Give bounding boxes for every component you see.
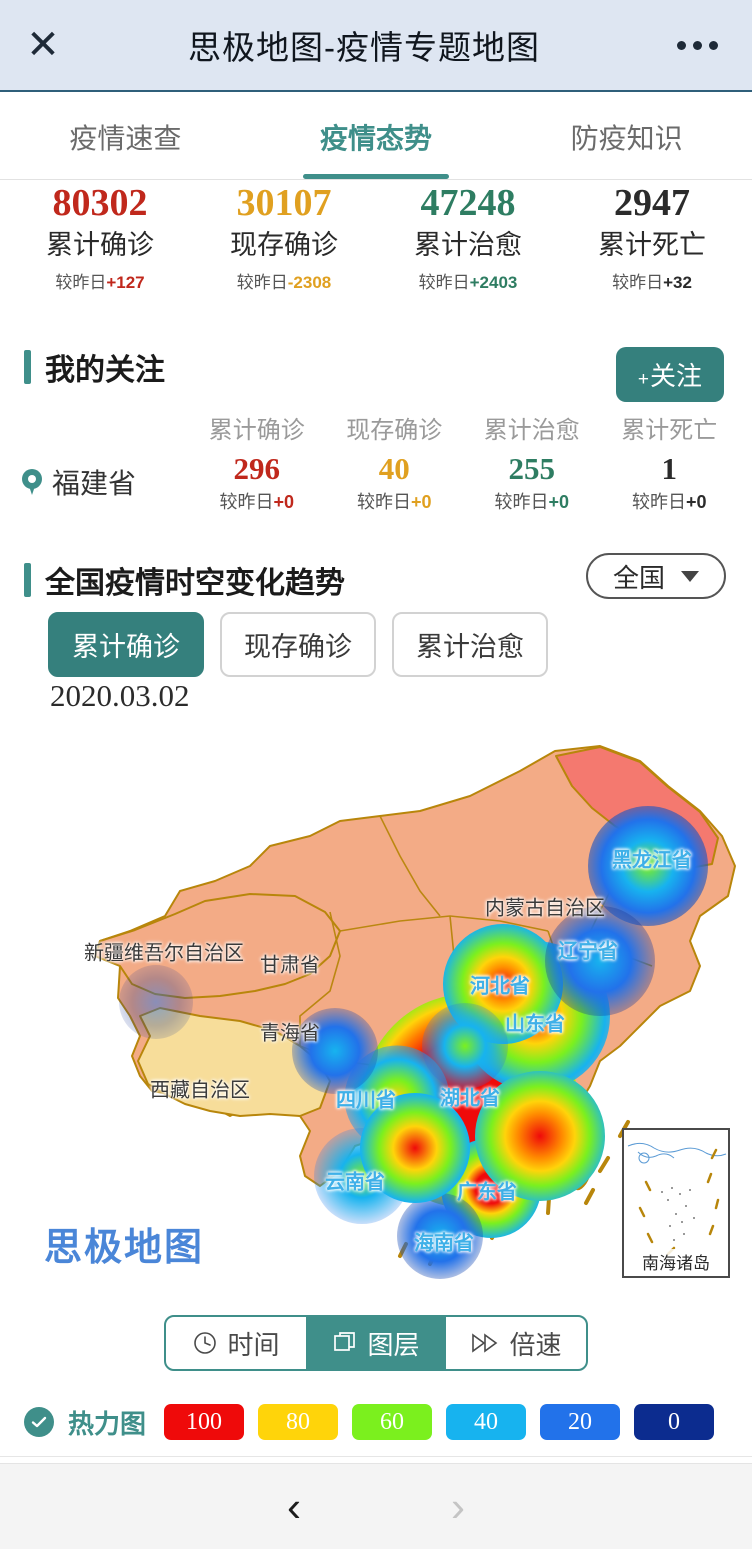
- section-accent-bar: [24, 563, 31, 597]
- column-header: 现存确诊: [346, 417, 443, 444]
- stat-value: 47248: [420, 182, 516, 224]
- add-follow-label: 关注: [649, 361, 702, 391]
- map-tool-speed[interactable]: 倍速: [446, 1317, 586, 1369]
- divider: [0, 1456, 752, 1457]
- heatmap-legend: 热力图 100 80 60 40 20 0: [24, 1400, 734, 1444]
- stat-label: 累计死亡: [598, 229, 706, 260]
- stat-delta: 较昨日+2403: [418, 272, 518, 292]
- tab-label: 疫情速查: [69, 122, 182, 154]
- chip-total-cured[interactable]: 累计治愈: [392, 612, 548, 677]
- chip-total-confirmed[interactable]: 累计确诊: [48, 612, 204, 677]
- watch-cell-current-confirmed: 40 较昨日+0: [326, 451, 464, 514]
- map-tool-layers[interactable]: 图层: [306, 1317, 446, 1369]
- stat-value: 80302: [52, 182, 148, 224]
- plus-icon: +: [637, 369, 649, 390]
- chip-current-confirmed[interactable]: 现存确诊: [220, 612, 376, 677]
- map-tool-time[interactable]: 时间: [166, 1317, 306, 1369]
- stat-current-confirmed: 30107 现存确诊 较昨日-2308: [192, 182, 376, 322]
- section-header-my-focus: 我的关注: [0, 340, 752, 394]
- titlebar: ✕ 思极地图-疫情专题地图: [0, 0, 752, 92]
- cell-value: 255: [508, 451, 556, 486]
- tab-bar: 疫情速查 疫情态势 防疫知识: [0, 94, 752, 180]
- stat-delta: 较昨日+127: [55, 272, 145, 292]
- tab-quick-check[interactable]: 疫情速查: [0, 94, 251, 179]
- stat-label: 累计治愈: [414, 229, 522, 260]
- chevron-down-icon: [681, 570, 699, 582]
- add-follow-button[interactable]: + 关注: [615, 347, 724, 402]
- check-circle-icon[interactable]: [24, 1407, 54, 1437]
- stat-total-confirmed: 80302 累计确诊 较昨日+127: [8, 182, 192, 322]
- south-china-sea-inset: 南海诸岛: [622, 1128, 730, 1278]
- watch-cell-total-cured: 255 较昨日+0: [463, 451, 601, 514]
- fast-forward-icon: [472, 1333, 498, 1353]
- section-title: 我的关注: [45, 354, 165, 387]
- cell-delta: 较昨日+0: [356, 492, 432, 513]
- tab-label: 防疫知识: [570, 122, 683, 154]
- inset-caption: 南海诸岛: [624, 1249, 728, 1274]
- section-title: 全国疫情时空变化趋势: [45, 567, 345, 600]
- cell-value: 296: [233, 451, 281, 486]
- map-watermark: 思极地图: [44, 1227, 205, 1269]
- stat-delta: 较昨日-2308: [236, 272, 332, 292]
- cell-value: 1: [661, 451, 678, 486]
- watch-cell-total-deaths: 1 较昨日+0: [601, 451, 739, 514]
- stat-value: 2947: [614, 182, 690, 224]
- more-dots-icon[interactable]: [642, 40, 752, 50]
- region-select[interactable]: 全国: [586, 553, 726, 599]
- map-tool-label: 图层: [367, 1329, 420, 1360]
- tab-prevention-knowledge[interactable]: 防疫知识: [501, 94, 752, 179]
- column-header: 累计治愈: [483, 417, 580, 444]
- province-label: 福建省: [52, 468, 137, 499]
- watch-table-header: 累计确诊 现存确诊 累计治愈 累计死亡: [0, 410, 752, 445]
- section-accent-bar: [24, 350, 31, 384]
- table-row[interactable]: 福建省 296 较昨日+0 40 较昨日+0 255 较昨日+0 1 较昨日+0: [0, 451, 752, 514]
- stat-total-cured: 47248 累计治愈 较昨日+2403: [376, 182, 560, 322]
- stat-total-deaths: 2947 累计死亡 较昨日+32: [560, 182, 744, 322]
- watch-cell-total-confirmed: 296 较昨日+0: [188, 451, 326, 514]
- section-header-trend: 全国疫情时空变化趋势: [0, 556, 752, 604]
- heatmap-map[interactable]: 黑龙江省 内蒙古自治区 辽宁省 河北省 山东省 新疆维吾尔自治区 甘肃省 青海省…: [0, 716, 752, 1296]
- legend-swatch-0[interactable]: 0: [634, 1404, 715, 1440]
- stat-label: 现存确诊: [230, 229, 338, 260]
- close-icon[interactable]: ✕: [26, 23, 60, 67]
- chevron-left-icon[interactable]: ‹: [287, 1482, 301, 1530]
- legend-swatch-100[interactable]: 100: [164, 1404, 245, 1440]
- legend-swatch-40[interactable]: 40: [446, 1404, 527, 1440]
- map-tool-label: 时间: [227, 1329, 280, 1360]
- page-title: 思极地图-疫情专题地图: [188, 29, 540, 66]
- map-toolbar: 时间 图层 倍速: [164, 1315, 588, 1371]
- stat-label: 累计确诊: [46, 229, 154, 260]
- location-pin-icon: [22, 469, 42, 495]
- stat-value: 30107: [236, 182, 332, 224]
- tab-situation[interactable]: 疫情态势: [251, 94, 502, 179]
- cell-value: 40: [378, 451, 410, 486]
- chevron-right-icon[interactable]: ›: [451, 1482, 465, 1530]
- legend-swatch-20[interactable]: 20: [540, 1404, 621, 1440]
- trend-date: 2020.03.02: [50, 678, 190, 713]
- cell-delta: 较昨日+0: [494, 492, 570, 513]
- layers-icon: [334, 1332, 356, 1351]
- cell-delta: 较昨日+0: [631, 492, 707, 513]
- map-tool-label: 倍速: [509, 1329, 562, 1360]
- tab-label: 疫情态势: [320, 122, 433, 154]
- region-select-value: 全国: [612, 562, 665, 593]
- inset-map-shape: [627, 1142, 727, 1256]
- watch-province: 福建省: [0, 452, 188, 502]
- clock-icon: [194, 1332, 217, 1354]
- cell-delta: 较昨日+0: [219, 492, 295, 513]
- stat-delta: 较昨日+32: [612, 272, 692, 292]
- legend-swatch-60[interactable]: 60: [352, 1404, 433, 1440]
- column-header: 累计确诊: [208, 417, 305, 444]
- metric-chip-group: 累计确诊 现存确诊 累计治愈: [48, 612, 548, 677]
- bottom-nav: ‹ ›: [0, 1463, 752, 1549]
- column-header: 累计死亡: [621, 417, 718, 444]
- legend-title: 热力图: [68, 1408, 147, 1439]
- summary-stats: 80302 累计确诊 较昨日+127 30107 现存确诊 较昨日-2308 4…: [0, 182, 752, 322]
- legend-swatch-80[interactable]: 80: [258, 1404, 339, 1440]
